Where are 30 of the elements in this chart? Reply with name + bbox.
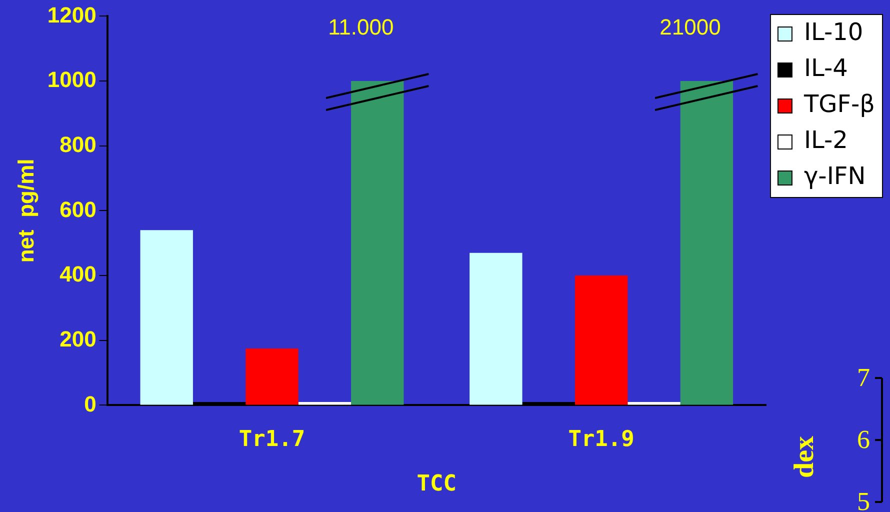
- y-tick-label: 1200: [47, 2, 96, 28]
- bar: [680, 81, 734, 405]
- bar: [470, 252, 522, 405]
- bar: [628, 402, 680, 405]
- x-tick-label: Tr1.7: [238, 427, 306, 452]
- x-tick-label: Tr1.9: [568, 427, 634, 452]
- annotation: 21000: [660, 14, 721, 40]
- y-tick-label: 800: [60, 132, 96, 157]
- y-tick-label: 400: [60, 262, 96, 287]
- y-tick-label: 0: [84, 391, 96, 416]
- y-axis-title: net pg/ml: [13, 158, 38, 263]
- x-axis-title: TCC: [416, 472, 457, 497]
- bar: [351, 81, 404, 405]
- text: 7: [857, 363, 870, 393]
- bar: [246, 348, 298, 405]
- legend-label: IL-2: [804, 126, 848, 154]
- legend-label: γ-IFN: [804, 162, 866, 190]
- annotation: 11.000: [328, 14, 394, 40]
- legend-label: TGF-β: [802, 90, 876, 118]
- bar: [574, 276, 628, 405]
- bar: [140, 230, 193, 405]
- y-tick-label: 1000: [47, 67, 96, 92]
- bar: [298, 402, 352, 405]
- y-tick-label: 600: [60, 196, 96, 222]
- legend-label: IL-4: [804, 54, 848, 82]
- legend-label: IL-10: [804, 18, 864, 46]
- text: 6: [857, 425, 870, 455]
- text: 5: [857, 487, 870, 512]
- y-tick-label: 200: [60, 326, 96, 352]
- text: dex: [789, 436, 820, 478]
